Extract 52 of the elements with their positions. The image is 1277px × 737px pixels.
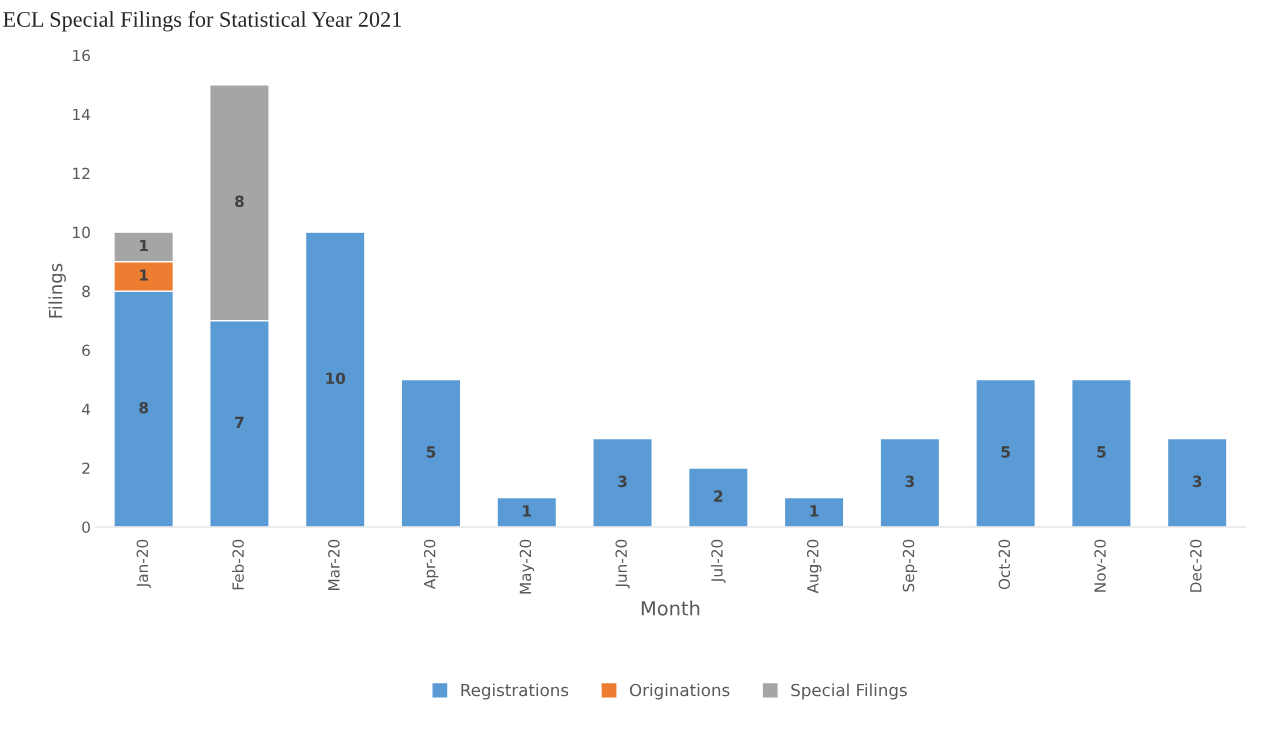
- y-tick-label: 12: [73, 167, 90, 179]
- bar: [687, 467, 749, 527]
- bar: [496, 496, 558, 527]
- y-tick-label: 0: [82, 521, 90, 533]
- x-tick-label: Dec-20: [1190, 539, 1202, 592]
- data-label: 8: [235, 195, 244, 208]
- bar: [1166, 437, 1228, 527]
- bar: [592, 437, 653, 527]
- x-tick-label: Sep-20: [902, 539, 918, 592]
- x-tick-label: Jul-20: [710, 539, 726, 583]
- y-tick-label: 14: [73, 108, 91, 121]
- x-tick-label: Oct-20: [998, 539, 1011, 590]
- y-axis-title: Filings: [48, 263, 66, 318]
- data-label: 1: [810, 505, 819, 517]
- legend-label: Special Filings: [791, 683, 907, 700]
- data-label: 3: [1192, 475, 1202, 488]
- data-label: 5: [426, 446, 436, 458]
- x-tick-label: Jan-20: [136, 539, 151, 589]
- x-tick-label: Feb-20: [232, 539, 244, 590]
- x-tick-label: May-20: [519, 539, 535, 594]
- data-label: 3: [618, 475, 627, 488]
- bar: [1071, 378, 1132, 527]
- legend-label: Originations: [629, 683, 730, 700]
- data-label: 5: [1097, 446, 1106, 458]
- data-label: 10: [326, 372, 346, 384]
- y-tick-label: 2: [82, 462, 90, 474]
- x-tick-label: Apr-20: [423, 539, 439, 590]
- x-tick-label: Aug-20: [806, 539, 822, 594]
- chart-title: ECL Special Filings for Statistical Year 2021: [3, 11, 401, 32]
- data-label: 2: [714, 490, 723, 502]
- legend-label: Registrations: [461, 683, 569, 700]
- y-tick-label: 4: [81, 403, 91, 415]
- data-label: 1: [140, 239, 148, 252]
- bar: [783, 496, 845, 527]
- y-tick-label: 8: [82, 285, 90, 298]
- y-tick-label: 10: [73, 226, 90, 239]
- bar: [975, 378, 1037, 527]
- y-tick-label: 16: [73, 49, 90, 62]
- data-label: 8: [139, 401, 149, 414]
- x-tick-label: Mar-20: [328, 539, 340, 591]
- bar: [304, 231, 366, 527]
- bar: [879, 437, 941, 527]
- x-tick-label: Jun-20: [615, 539, 630, 589]
- bar: [400, 378, 462, 527]
- data-label: 1: [140, 269, 148, 281]
- x-axis-title: Month: [641, 600, 700, 616]
- data-label: 5: [1001, 446, 1010, 458]
- data-label: 3: [905, 475, 914, 488]
- y-tick-label: 6: [82, 344, 90, 357]
- data-label: 7: [235, 416, 244, 428]
- data-label: 1: [523, 505, 532, 517]
- x-tick-label: Nov-20: [1094, 539, 1106, 592]
